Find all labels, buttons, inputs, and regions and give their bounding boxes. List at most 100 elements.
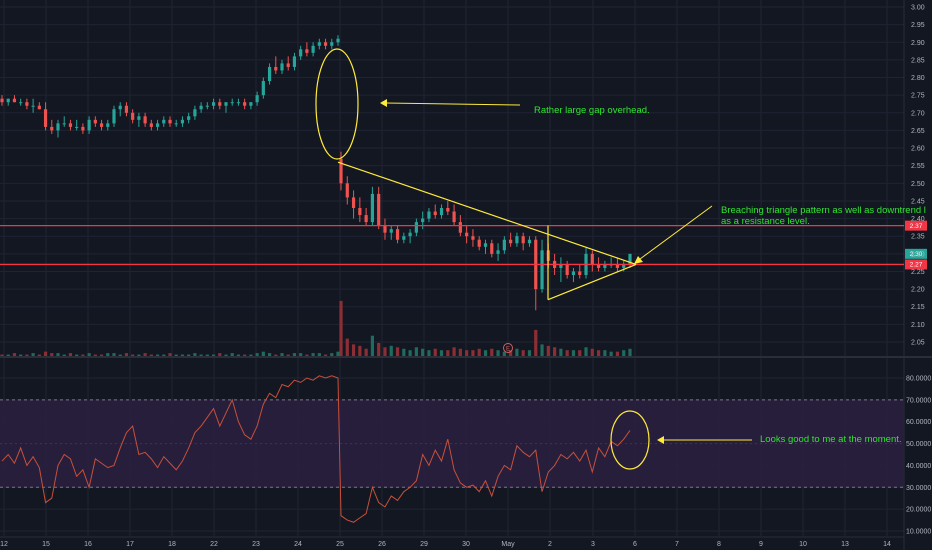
price-candles <box>0 35 632 311</box>
candle-body <box>280 63 284 71</box>
volume-bar <box>496 350 500 356</box>
volume-bar <box>187 354 191 356</box>
volume-bar <box>218 353 222 356</box>
time-tick-label: 13 <box>841 541 849 548</box>
volume-bar <box>628 348 632 356</box>
time-tick-label: 14 <box>883 541 891 548</box>
candle-body <box>249 102 253 106</box>
volume-bar <box>471 350 475 356</box>
volume-bar <box>19 354 23 356</box>
breach-arrow-head <box>634 256 643 264</box>
candle-body <box>162 119 166 124</box>
time-tick-label: 22 <box>210 541 218 548</box>
price-tick-label: 2.85 <box>911 57 925 64</box>
volume-bar <box>137 354 141 356</box>
time-tick-label: 10 <box>799 541 807 548</box>
rsi-tick-label: 80.0000 <box>906 376 931 383</box>
candle-body <box>395 229 400 240</box>
breach-arrow-shaft <box>639 205 713 260</box>
volume-bar <box>261 351 265 356</box>
price-tick-label: 2.75 <box>911 93 925 100</box>
volume-bar <box>452 347 456 356</box>
current-price-label: 2.30 <box>910 251 923 258</box>
volume-bar <box>590 348 594 356</box>
volume-bar <box>439 350 444 356</box>
volume-bar <box>540 344 544 356</box>
volume-bar <box>465 350 469 356</box>
candle-body <box>408 232 412 237</box>
price-axis[interactable]: 3.00 2.95 2.90 2.85 2.80 2.75 2.70 2.65 2.60 2.55… <box>911 5 925 347</box>
candle-body <box>137 116 141 120</box>
rsi-ellipse <box>610 410 650 470</box>
current-price-tag <box>905 248 927 259</box>
candle-body <box>81 126 85 131</box>
volume-bar <box>571 350 576 356</box>
candle-body <box>236 102 241 104</box>
time-tick-label: 3 <box>591 541 595 548</box>
candle-body <box>458 222 462 233</box>
candle-body <box>502 239 506 251</box>
candle-body <box>317 42 321 46</box>
resistance-levels: 2.37 2.27 2.30 <box>0 220 927 270</box>
volume-bar <box>224 354 228 356</box>
time-tick-label: 23 <box>252 541 260 548</box>
volume-bar <box>527 350 532 356</box>
triangle-lower-line <box>547 263 637 301</box>
gap-ellipse <box>315 48 359 160</box>
candle-body <box>99 123 104 127</box>
rsi-tick-label: 70.0000 <box>906 397 931 404</box>
rsi-axis[interactable]: 80.0000 70.0000 60.0000 50.0000 40.0000 30.00… <box>906 376 931 536</box>
candle-body <box>118 105 122 110</box>
volume-bar <box>62 354 66 356</box>
time-tick-label: 24 <box>294 541 302 548</box>
candle-body <box>75 126 79 128</box>
candle-body <box>351 197 356 208</box>
price-tick-label: 2.10 <box>911 322 925 329</box>
volume-bar <box>317 353 321 356</box>
annotation-drawings: E <box>315 48 752 470</box>
volume-bar <box>565 350 569 356</box>
candle-body <box>187 116 191 120</box>
gap-arrow-shaft <box>385 102 521 106</box>
candle-body <box>168 119 172 124</box>
volume-bar <box>603 350 607 356</box>
candle-body <box>62 123 66 125</box>
volume-bar <box>31 353 35 356</box>
candle-body <box>433 211 437 216</box>
time-tick-label: 8 <box>717 541 721 548</box>
time-tick-label: May <box>501 541 515 548</box>
candle-body <box>490 243 494 254</box>
candle-body <box>0 98 4 103</box>
time-axis[interactable]: 12 15 16 17 18 22 23 24 25 26 29 30 May 2 3 6 7 8 9 10 13 14 <box>0 541 891 548</box>
candle-body <box>56 123 60 131</box>
time-tick-label: 15 <box>42 541 50 548</box>
level-price-label: 2.27 <box>910 262 923 269</box>
candle-body <box>377 193 381 226</box>
candle-body <box>68 123 73 127</box>
volume-bars <box>0 300 632 356</box>
rsi-tick-label: 20.0000 <box>906 507 931 514</box>
candle-body <box>224 102 228 106</box>
volume-bar <box>370 335 375 356</box>
candle-body <box>87 119 91 131</box>
volume-bar <box>292 353 297 356</box>
candle-body <box>323 42 328 46</box>
volume-bar <box>477 348 481 356</box>
volume-bar <box>274 354 278 356</box>
volume-bar <box>280 353 284 356</box>
volume-bar <box>615 351 620 356</box>
candle-body <box>336 38 340 43</box>
volume-bar <box>87 353 91 356</box>
volume-bar <box>299 353 303 356</box>
candle-body <box>218 102 222 106</box>
time-tick-label: 17 <box>126 541 134 548</box>
volume-bar <box>515 348 519 356</box>
price-tick-label: 3.00 <box>911 5 925 12</box>
candle-body <box>31 105 35 107</box>
volume-bar <box>383 347 387 356</box>
candle-body <box>515 236 519 244</box>
candle-body <box>364 215 368 223</box>
volume-bar <box>546 345 550 356</box>
volume-bar <box>483 350 488 356</box>
